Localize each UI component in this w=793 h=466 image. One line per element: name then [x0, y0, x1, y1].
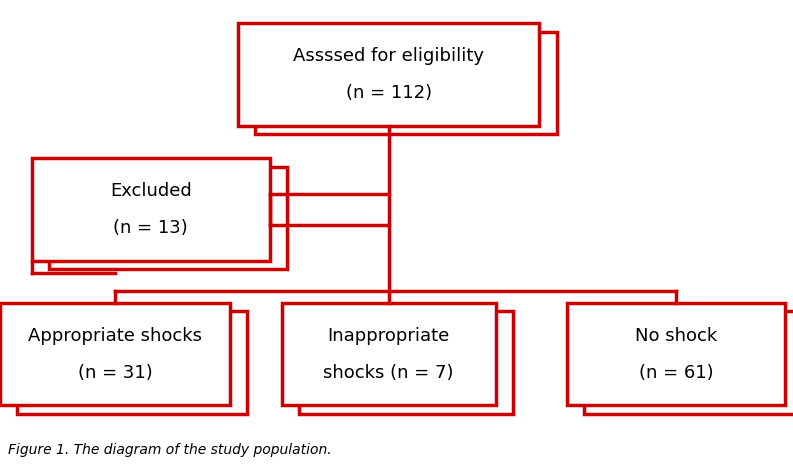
Text: Excluded: Excluded: [109, 182, 192, 200]
FancyBboxPatch shape: [255, 32, 557, 134]
FancyBboxPatch shape: [49, 167, 287, 269]
Text: Figure 1. The diagram of the study population.: Figure 1. The diagram of the study popul…: [8, 443, 331, 457]
Text: (n = 13): (n = 13): [113, 219, 188, 237]
Text: (n = 61): (n = 61): [638, 364, 714, 382]
Text: Appropriate shocks: Appropriate shocks: [28, 327, 202, 344]
FancyBboxPatch shape: [32, 158, 270, 261]
Text: shocks (n = 7): shocks (n = 7): [324, 364, 454, 382]
FancyBboxPatch shape: [282, 303, 496, 405]
Text: Assssed for eligibility: Assssed for eligibility: [293, 47, 484, 65]
FancyBboxPatch shape: [0, 303, 230, 405]
FancyBboxPatch shape: [238, 23, 539, 126]
Text: (n = 112): (n = 112): [346, 84, 431, 102]
Text: Inappropriate: Inappropriate: [328, 327, 450, 344]
Text: (n = 31): (n = 31): [78, 364, 152, 382]
FancyBboxPatch shape: [584, 311, 793, 414]
FancyBboxPatch shape: [567, 303, 785, 405]
Text: No shock: No shock: [635, 327, 717, 344]
FancyBboxPatch shape: [17, 311, 247, 414]
FancyBboxPatch shape: [299, 311, 513, 414]
